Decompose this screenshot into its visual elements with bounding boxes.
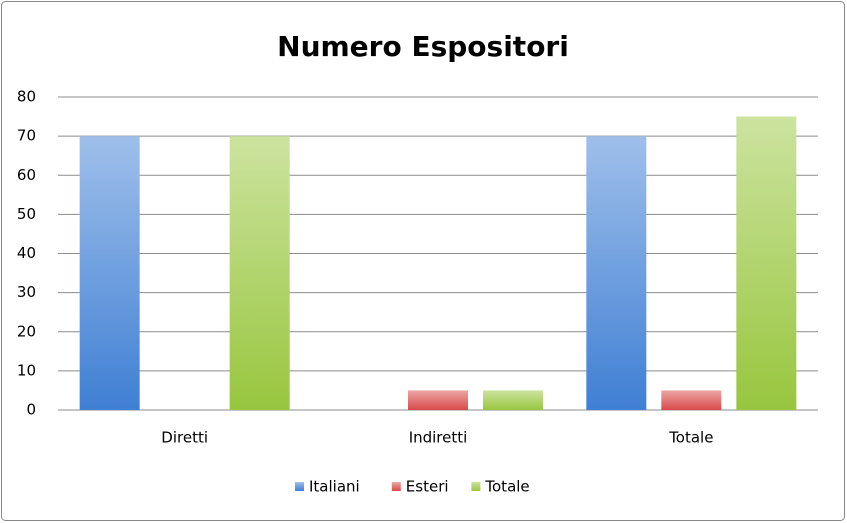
x-tick-label: Indiretti xyxy=(409,429,468,447)
y-tick-label: 50 xyxy=(17,205,36,223)
y-tick-label: 30 xyxy=(17,283,36,301)
y-tick-label: 70 xyxy=(17,127,36,145)
bar xyxy=(661,390,722,410)
bar xyxy=(79,136,140,410)
y-tick-label: 60 xyxy=(17,166,36,184)
legend-swatch xyxy=(295,482,304,491)
chart-title: Numero Espositori xyxy=(277,30,569,63)
bar xyxy=(483,390,543,410)
y-tick-label: 0 xyxy=(26,401,36,419)
y-tick-label: 20 xyxy=(17,322,36,340)
legend-label: Totale xyxy=(484,478,529,496)
y-tick-label: 40 xyxy=(17,244,36,262)
bar xyxy=(408,390,468,410)
legend-label: Italiani xyxy=(309,478,360,496)
x-tick-label: Totale xyxy=(668,429,713,447)
legend-swatch xyxy=(471,482,481,491)
legend-swatch xyxy=(391,482,401,491)
y-tick-label: 10 xyxy=(17,361,36,379)
bar xyxy=(586,136,647,410)
y-tick-label: 80 xyxy=(17,88,36,106)
bar xyxy=(736,116,797,410)
bar xyxy=(229,136,290,410)
legend-label: Esteri xyxy=(406,478,449,496)
x-tick-label: Diretti xyxy=(161,429,208,447)
